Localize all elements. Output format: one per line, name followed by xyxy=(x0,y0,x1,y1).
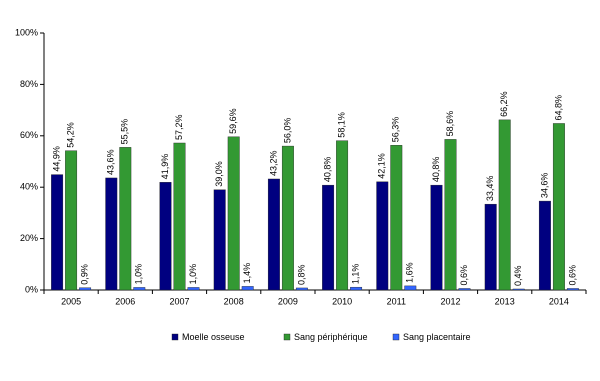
x-tick-label: 2014 xyxy=(549,296,569,306)
bar xyxy=(322,184,335,291)
bar xyxy=(498,119,511,291)
bar xyxy=(105,177,118,291)
bar xyxy=(390,145,403,291)
x-tick-label: 2009 xyxy=(278,296,298,306)
x-tick-label: 2006 xyxy=(115,296,135,306)
value-label: 40,8% xyxy=(431,157,441,183)
bar xyxy=(538,200,551,291)
x-tick-label: 2011 xyxy=(387,296,406,306)
bar xyxy=(295,287,308,291)
value-label: 55,5% xyxy=(120,119,130,145)
value-label: 57,2% xyxy=(174,114,184,140)
bar xyxy=(566,288,579,291)
bar xyxy=(404,285,417,291)
x-tick-label: 2005 xyxy=(61,296,81,306)
value-label: 56,0% xyxy=(282,118,292,144)
bar xyxy=(267,178,280,291)
value-label: 0,8% xyxy=(296,264,306,285)
value-label: 58,1% xyxy=(336,112,346,138)
legend-swatch xyxy=(283,333,291,341)
bar xyxy=(65,150,78,291)
y-tick-label: 0% xyxy=(25,284,38,294)
bar xyxy=(119,147,132,291)
bar xyxy=(336,140,349,291)
legend-swatch xyxy=(171,333,179,341)
x-tick-label: 2008 xyxy=(224,296,244,306)
bar xyxy=(458,288,471,291)
value-label: 39,0% xyxy=(214,161,224,187)
value-label: 58,6% xyxy=(445,111,455,137)
y-tick-label: 20% xyxy=(20,233,38,243)
y-tick-label: 60% xyxy=(20,130,38,140)
value-label: 0,4% xyxy=(513,265,523,286)
value-label: 42,1% xyxy=(377,153,387,179)
value-label: 34,6% xyxy=(539,173,549,199)
value-label: 1,0% xyxy=(188,264,198,285)
value-label: 33,4% xyxy=(485,176,495,202)
y-tick-label: 100% xyxy=(15,27,38,37)
x-tick-label: 2012 xyxy=(440,296,460,306)
value-label: 43,2% xyxy=(268,150,278,176)
y-tick-label: 40% xyxy=(20,182,38,192)
value-label: 1,1% xyxy=(350,264,360,285)
value-label: 1,0% xyxy=(134,264,144,285)
legend-label: Sang périphérique xyxy=(294,332,368,342)
value-label: 0,6% xyxy=(459,265,469,286)
bar xyxy=(227,136,240,291)
value-label: 0,6% xyxy=(567,265,577,286)
value-label: 0,9% xyxy=(79,264,89,285)
bar xyxy=(133,287,146,291)
value-label: 54,2% xyxy=(65,122,75,148)
value-label: 40,8% xyxy=(322,157,332,183)
value-label: 1,6% xyxy=(405,262,415,283)
y-tick-label: 80% xyxy=(20,79,38,89)
bar xyxy=(241,286,254,291)
value-label: 43,6% xyxy=(106,149,116,175)
bar xyxy=(173,142,186,291)
bar xyxy=(376,181,389,291)
x-tick-label: 2010 xyxy=(332,296,352,306)
bar xyxy=(281,145,294,291)
bar xyxy=(51,174,64,291)
value-label: 44,9% xyxy=(51,146,61,172)
bar xyxy=(512,288,525,291)
x-tick-label: 2007 xyxy=(169,296,189,306)
bar xyxy=(444,139,457,291)
bar xyxy=(430,184,443,291)
value-label: 66,2% xyxy=(499,91,509,117)
legend-label: Sang placentaire xyxy=(403,332,471,342)
bar xyxy=(484,203,497,291)
bar xyxy=(159,182,172,291)
value-label: 41,9% xyxy=(160,154,170,180)
bar xyxy=(187,287,200,291)
bar xyxy=(79,287,92,291)
value-label: 64,8% xyxy=(553,95,563,121)
legend-label: Moelle osseuse xyxy=(182,332,245,342)
x-tick-label: 2013 xyxy=(495,296,515,306)
legend-swatch xyxy=(392,333,400,341)
value-label: 56,3% xyxy=(391,117,401,143)
bar xyxy=(552,123,565,291)
bar xyxy=(350,286,363,291)
bar xyxy=(213,189,226,291)
value-label: 1,4% xyxy=(242,263,252,284)
value-label: 59,6% xyxy=(228,108,238,134)
